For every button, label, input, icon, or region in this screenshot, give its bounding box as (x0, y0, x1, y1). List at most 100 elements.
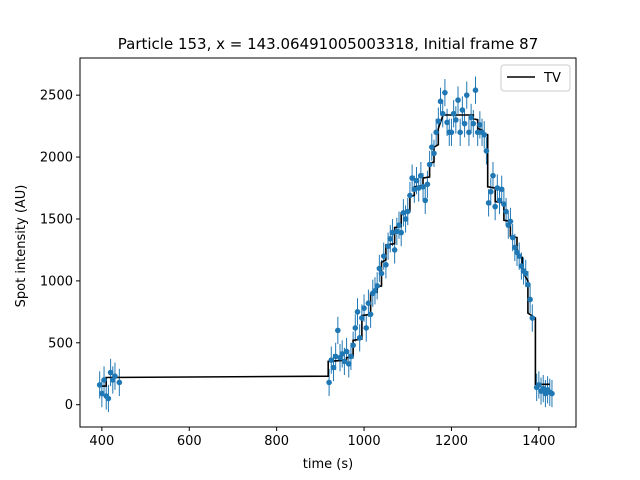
data-point (335, 327, 341, 334)
data-point (503, 208, 509, 215)
x-tick-label: 1000 (348, 434, 381, 449)
x-tick-label: 600 (177, 434, 202, 449)
legend: TV (500, 64, 571, 92)
data-point (409, 175, 415, 181)
data-point (415, 185, 422, 191)
data-point (345, 361, 352, 367)
data-point (470, 120, 477, 127)
data-point (492, 203, 498, 210)
data-point (498, 186, 505, 193)
data-point (461, 120, 468, 127)
data-point (101, 377, 107, 383)
data-point (527, 296, 533, 303)
data-point (354, 309, 361, 315)
data-point (463, 92, 470, 98)
x-tick-label: 1200 (435, 434, 468, 449)
data-point (529, 315, 536, 321)
data-point (422, 197, 429, 204)
x-axis-label: time (s) (303, 457, 353, 472)
data-point (512, 244, 518, 251)
data-point (391, 247, 398, 253)
data-point (509, 234, 516, 241)
data-point (407, 192, 413, 199)
x-tick-label: 800 (264, 434, 289, 449)
data-point (330, 364, 337, 371)
data-point (472, 87, 479, 93)
data-point (332, 353, 339, 360)
data-point (326, 379, 332, 386)
data-point (455, 97, 461, 103)
data-point (387, 235, 394, 242)
data-point (549, 390, 555, 397)
x-tick-label: 1400 (522, 434, 555, 449)
data-point (466, 129, 472, 136)
data-point (376, 265, 383, 272)
data-point (398, 229, 404, 236)
data-point (339, 351, 346, 357)
data-point (380, 253, 387, 259)
data-point (383, 261, 389, 268)
data-point (96, 382, 103, 388)
data-point (389, 229, 396, 236)
data-point (374, 283, 380, 289)
data-point (394, 228, 400, 235)
y-axis-label: Spot intensity (AU) (14, 185, 29, 308)
chart-title: Particle 153, x = 143.06491005003318, In… (118, 35, 539, 53)
data-point (540, 385, 547, 392)
data-point (105, 395, 112, 402)
data-point (402, 216, 409, 222)
data-point (385, 243, 391, 250)
data-point (494, 185, 501, 191)
data-point (112, 373, 118, 380)
legend-box (500, 64, 571, 92)
axes: 400 600 800 1000 1200 1400 0 500 1000 1500 2000 250… (40, 57, 577, 449)
data-point (367, 311, 374, 318)
data-point (450, 110, 457, 117)
data-point (516, 253, 522, 259)
data-point (453, 117, 459, 123)
data-point (328, 357, 335, 363)
y-tick-label: 500 (48, 336, 73, 351)
data-point (426, 161, 433, 168)
data-point (378, 270, 385, 277)
data-point (352, 325, 359, 331)
data-point (437, 98, 444, 105)
data-point (435, 118, 442, 124)
data-point (474, 129, 481, 136)
data-point (404, 208, 411, 215)
data-point (418, 172, 424, 179)
y-tick-label: 2000 (40, 151, 73, 166)
data-point (396, 222, 402, 228)
data-point (424, 181, 431, 188)
axes-frame (79, 57, 577, 428)
data-point (343, 348, 350, 355)
data-point (428, 144, 435, 150)
data-point (348, 353, 354, 360)
data-point (363, 325, 370, 331)
data-point (413, 177, 420, 184)
data-point (501, 201, 507, 207)
data-point (468, 114, 474, 121)
data-point (372, 287, 378, 294)
data-point (485, 200, 492, 206)
data-point (487, 188, 494, 195)
data-point (444, 119, 450, 126)
data-point (439, 110, 446, 117)
data-point (459, 107, 466, 113)
data-point (448, 129, 455, 136)
data-point (107, 369, 114, 376)
y-tick-label: 1000 (40, 274, 73, 289)
data-point (99, 390, 105, 397)
data-point (420, 183, 426, 190)
data-point (350, 342, 356, 349)
data-point (400, 209, 407, 216)
data-point (536, 382, 542, 388)
data-point (431, 150, 437, 157)
data-point (433, 129, 439, 136)
data-point (481, 131, 488, 138)
data-point (411, 186, 418, 193)
data-point (116, 379, 123, 386)
plot-area (96, 76, 555, 413)
legend-tv-label: TV (543, 71, 561, 86)
